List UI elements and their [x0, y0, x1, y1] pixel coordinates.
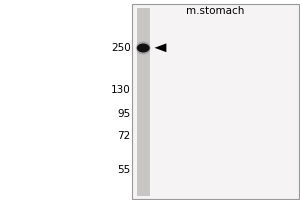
Text: 72: 72 [117, 131, 130, 141]
Polygon shape [154, 43, 166, 52]
Ellipse shape [136, 42, 151, 54]
Text: 55: 55 [117, 165, 130, 175]
Bar [136, 8, 150, 196]
Bar [132, 4, 298, 199]
Text: 130: 130 [111, 85, 130, 95]
Text: m.stomach: m.stomach [186, 6, 244, 16]
Text: 250: 250 [111, 43, 130, 53]
Text: 95: 95 [117, 109, 130, 119]
Ellipse shape [137, 44, 150, 52]
